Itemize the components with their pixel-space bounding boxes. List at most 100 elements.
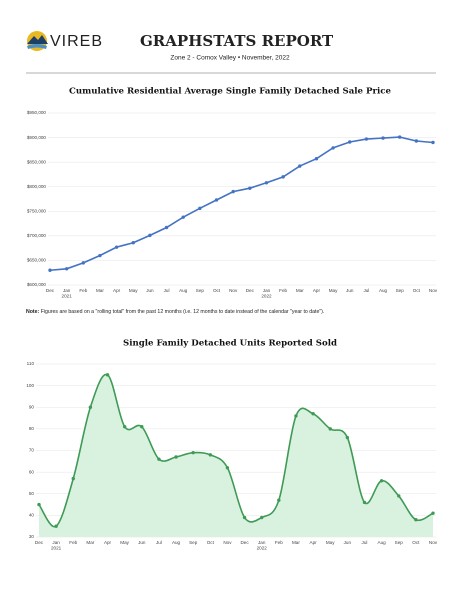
x-tick-label: Nov bbox=[229, 288, 238, 293]
y-tick-label: $800,000 bbox=[27, 184, 47, 189]
point bbox=[98, 253, 102, 258]
point bbox=[208, 453, 213, 457]
chart-title: Single Family Detached Units Reported So… bbox=[123, 339, 337, 349]
x-tick-label: Jul bbox=[363, 288, 369, 293]
y-tick-label: $700,000 bbox=[27, 233, 47, 238]
x-tick-label: Aug bbox=[378, 540, 387, 545]
x-tick-label: Jan bbox=[63, 288, 71, 293]
x-tick-label: Aug bbox=[172, 540, 181, 545]
series-area bbox=[39, 374, 433, 537]
x-tick-label: Sep bbox=[396, 288, 405, 293]
point bbox=[81, 261, 86, 265]
report-title: GRAPHSTATS REPORT bbox=[140, 32, 334, 50]
x-tick-label: Jun bbox=[138, 540, 146, 545]
point bbox=[397, 135, 402, 139]
note-label: Note: bbox=[26, 309, 40, 315]
point bbox=[225, 466, 230, 470]
x-tick-label: Nov bbox=[429, 540, 438, 545]
y-tick-label: 30 bbox=[29, 534, 35, 539]
x-tick-label: Apr bbox=[104, 540, 112, 545]
x-tick-label: Nov bbox=[223, 540, 232, 545]
point bbox=[48, 268, 52, 272]
point bbox=[328, 427, 332, 431]
point bbox=[397, 494, 401, 498]
point bbox=[174, 455, 178, 459]
x-tick-label: Jul bbox=[156, 540, 162, 545]
x-tick-label: Jun bbox=[346, 288, 354, 293]
point bbox=[54, 524, 58, 528]
x-tick-label: May bbox=[329, 288, 338, 293]
point bbox=[414, 518, 418, 522]
y-tick-label: 40 bbox=[29, 513, 35, 518]
x-tick-label: Mar bbox=[292, 540, 300, 545]
point bbox=[164, 225, 169, 230]
x-tick-label: May bbox=[120, 540, 129, 545]
subtitle: Zone 2 - Comox Valley • November, 2022 bbox=[170, 55, 290, 62]
point bbox=[64, 267, 69, 271]
point bbox=[414, 139, 419, 143]
point bbox=[140, 425, 144, 429]
x-tick-label: Feb bbox=[279, 288, 287, 293]
point bbox=[362, 500, 367, 505]
point bbox=[37, 502, 41, 507]
point bbox=[214, 198, 219, 202]
x-tick-label: Feb bbox=[69, 540, 77, 545]
point bbox=[345, 435, 350, 440]
y-tick-label: $950,000 bbox=[27, 110, 47, 115]
x-tick-label: Oct bbox=[413, 288, 421, 293]
x-tick-label: Feb bbox=[275, 540, 283, 545]
point bbox=[131, 241, 135, 245]
point bbox=[198, 206, 202, 211]
point bbox=[331, 146, 335, 150]
point bbox=[277, 498, 281, 502]
x-tick-label: Aug bbox=[179, 288, 188, 293]
y-tick-label: $850,000 bbox=[27, 159, 47, 164]
point bbox=[348, 140, 352, 144]
x-tick-label: May bbox=[129, 288, 138, 293]
x-tick-label: Oct bbox=[213, 288, 221, 293]
x-tick-label: Apr bbox=[313, 288, 321, 293]
point bbox=[264, 181, 269, 185]
x-tick-label: Mar bbox=[96, 288, 104, 293]
x-tick-label: Dec bbox=[240, 540, 249, 545]
point bbox=[259, 515, 264, 520]
logo-text: VIREB bbox=[50, 33, 103, 50]
point bbox=[231, 189, 235, 194]
logo-icon bbox=[27, 31, 48, 51]
year-label: 2022 bbox=[257, 546, 268, 551]
x-tick-label: Apr bbox=[113, 288, 121, 293]
point bbox=[248, 186, 252, 190]
series-line bbox=[49, 136, 434, 272]
chart-title: Cumulative Residential Average Single Fa… bbox=[69, 87, 391, 97]
point bbox=[122, 425, 127, 429]
x-tick-label: Jun bbox=[146, 288, 154, 293]
point bbox=[148, 233, 152, 238]
point bbox=[242, 515, 247, 520]
x-tick-label: Sep bbox=[196, 288, 205, 293]
point bbox=[379, 479, 384, 483]
x-tick-label: Dec bbox=[35, 540, 44, 545]
x-tick-label: Mar bbox=[86, 540, 94, 545]
y-tick-label: 80 bbox=[29, 426, 35, 431]
year-label: 2022 bbox=[261, 294, 272, 299]
y-tick-label: $900,000 bbox=[27, 135, 47, 140]
x-tick-label: Sep bbox=[189, 540, 198, 545]
x-tick-label: Dec bbox=[246, 288, 255, 293]
x-tick-label: Dec bbox=[46, 288, 55, 293]
x-tick-label: Sep bbox=[395, 540, 404, 545]
point bbox=[114, 245, 119, 249]
x-tick-label: Apr bbox=[310, 540, 318, 545]
year-label: 2021 bbox=[62, 294, 73, 299]
x-tick-label: Jul bbox=[164, 288, 170, 293]
point bbox=[71, 476, 75, 481]
x-tick-label: Jan bbox=[263, 288, 271, 293]
point bbox=[157, 457, 161, 461]
point bbox=[298, 164, 302, 168]
y-tick-label: 70 bbox=[29, 448, 35, 453]
point bbox=[294, 414, 298, 418]
y-tick-label: 50 bbox=[29, 491, 35, 496]
x-tick-label: Aug bbox=[379, 288, 388, 293]
point bbox=[88, 405, 93, 409]
x-tick-label: Feb bbox=[79, 288, 87, 293]
